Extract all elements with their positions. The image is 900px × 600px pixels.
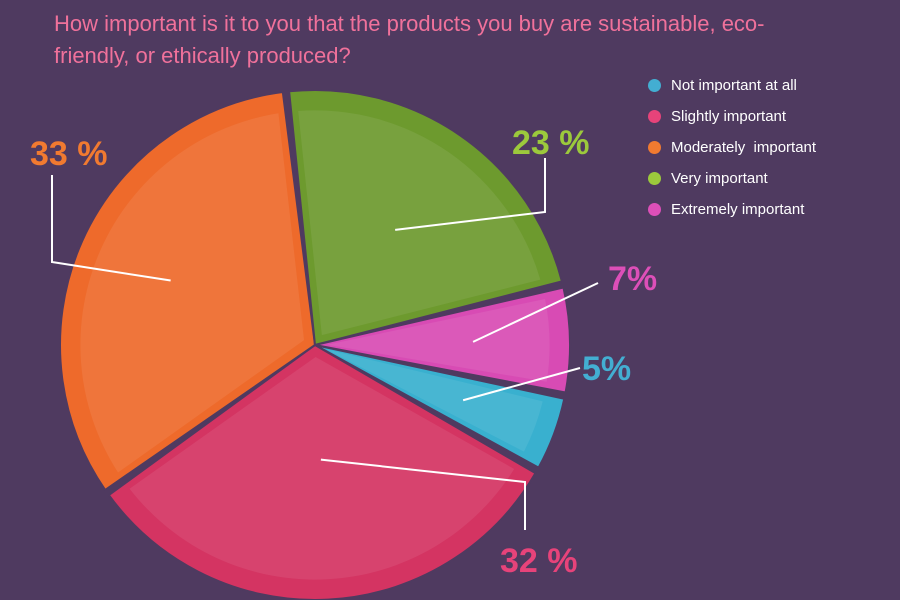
legend-label: Moderately important [671,139,817,156]
percent-label: 32 % [500,542,578,580]
legend-swatch [648,172,661,185]
legend-item: Moderately important [648,132,816,163]
pie-slice-shading [298,110,541,336]
leader-line [395,158,546,231]
chart-title: How important is it to you that the prod… [54,11,765,68]
leader-line [462,367,581,402]
percent-label: 7% [608,260,657,298]
percent-label: 5% [582,350,631,388]
pie-slice [288,89,564,347]
legend-item: Slightly important [648,101,816,132]
legend: Not important at all Slightly important Mo… [648,70,816,225]
legend-label: Very important [671,170,768,187]
percent-label: 23 % [512,124,590,162]
pie-slice-shading [129,356,515,580]
legend-label: Extremely important [671,201,805,218]
percent-label: 33 % [30,135,108,173]
legend-swatch [648,79,661,92]
legend-item: Very important [648,163,816,194]
pie-slice-shading [80,113,305,473]
leader-line [472,282,599,343]
legend-swatch [648,110,661,123]
leader-line [51,175,171,282]
pie-slices [59,89,571,600]
pie-slice [59,90,317,492]
legend-label: Not important at all [671,77,797,94]
percent-labels: 5% 32 % 33 % 23 % 7% [30,124,657,580]
leader-line [320,458,526,530]
pie-slice [314,286,571,394]
leader-lines [51,158,599,530]
legend-item: Not important at all [648,70,816,101]
legend-swatch [648,203,661,216]
pie-slice-shading [326,299,550,382]
legend-swatch [648,141,661,154]
pie-slice-shading [326,349,543,452]
legend-item: Extremely important [648,194,816,225]
pie-slice [314,344,566,469]
legend-label: Slightly important [671,108,787,125]
